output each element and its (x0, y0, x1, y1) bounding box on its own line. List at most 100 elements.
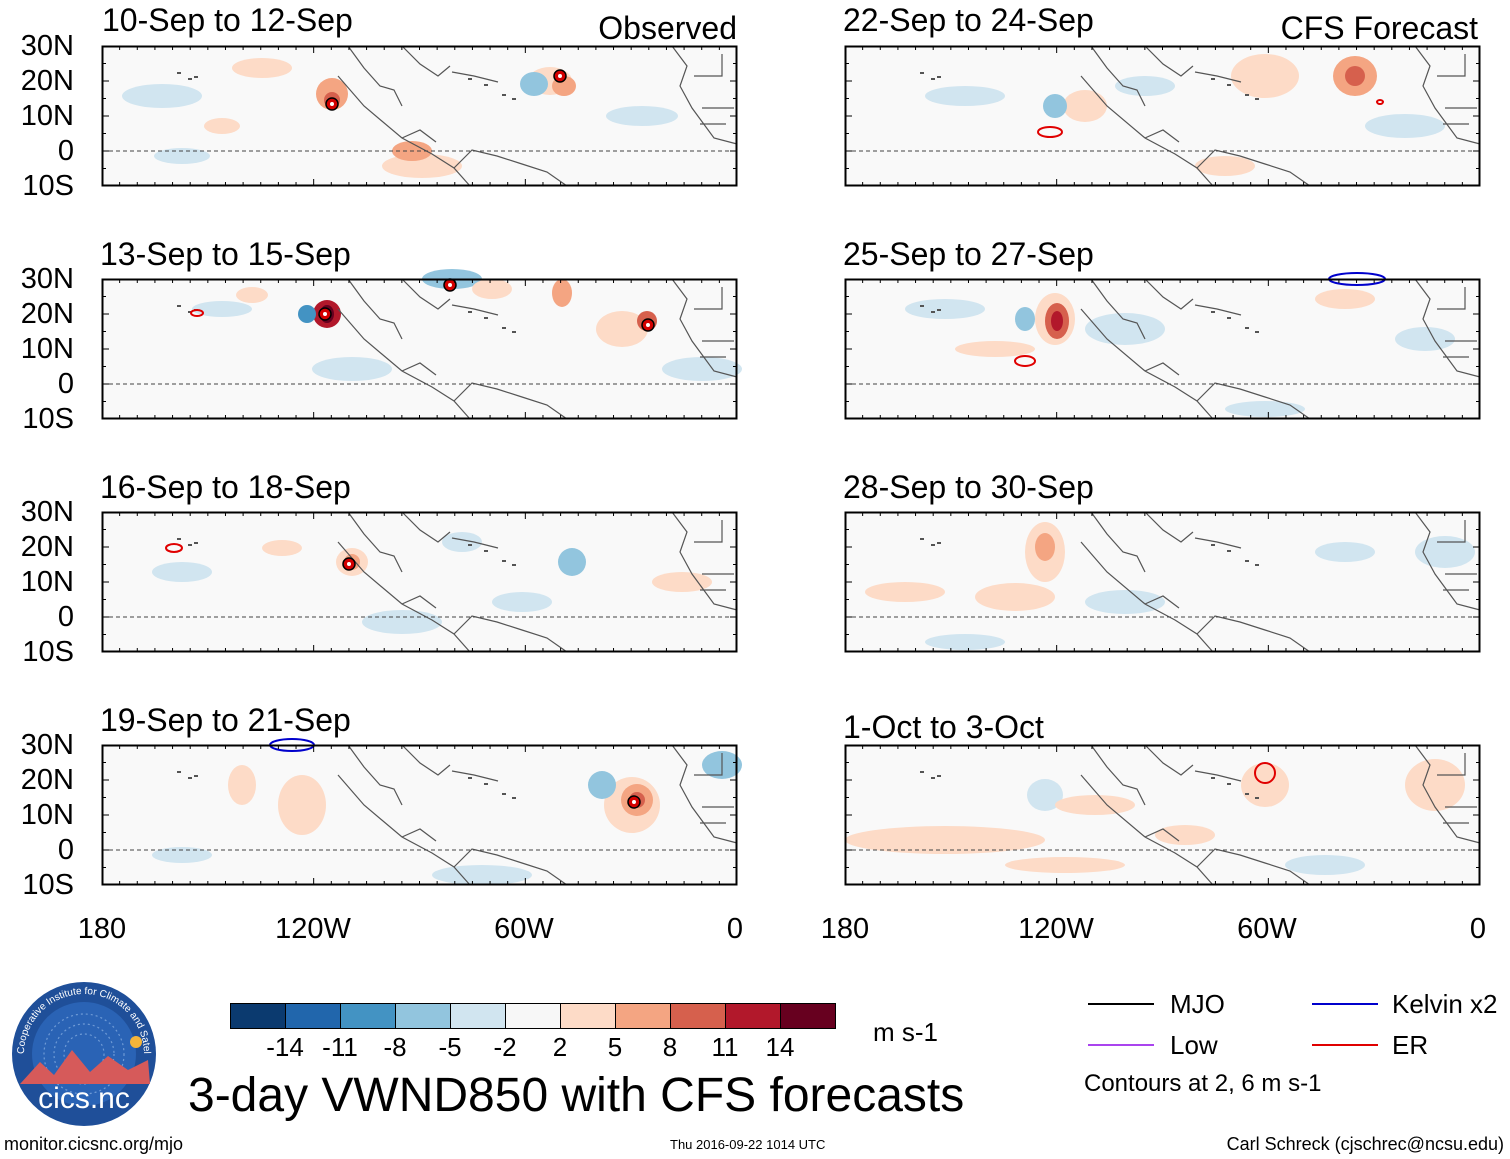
coastline (1194, 770, 1242, 782)
lon-label-120w-right: 120W (1018, 913, 1094, 945)
anomaly-shading (154, 148, 210, 164)
lon-label-180-right: 180 (820, 913, 870, 945)
coastline (347, 278, 403, 340)
anomaly-shading (152, 562, 212, 582)
island (1245, 560, 1249, 562)
anomaly-shading (1395, 327, 1455, 351)
observed-label: Observed (598, 10, 737, 46)
island (931, 78, 935, 80)
anomaly-shading (312, 357, 392, 381)
map-frame (101, 45, 738, 187)
island (512, 98, 516, 100)
anomaly-shading (865, 582, 945, 602)
anomaly-shading (1315, 289, 1375, 309)
colorbar-tick-label: -8 (383, 1032, 407, 1062)
island (937, 309, 941, 311)
colorbar-swatch (561, 1004, 616, 1028)
panel-title-8: 1-Oct to 3-Oct (843, 709, 1044, 745)
lat-label: 20N (20, 65, 74, 97)
anomaly-shading (278, 775, 326, 835)
coastline (401, 278, 451, 310)
map-frame (844, 511, 1481, 653)
legend-er-label: ER (1392, 1030, 1429, 1060)
anomaly-shading (1415, 536, 1475, 568)
coastline (337, 774, 471, 886)
island (1227, 317, 1231, 319)
anomaly-shading (1005, 857, 1125, 873)
legend-mjo-line (1088, 1003, 1154, 1005)
legend-mjo-label: MJO (1170, 989, 1225, 1019)
panel-title-4: 19-Sep to 21-Sep (100, 702, 351, 738)
map-background (102, 279, 737, 419)
er-contour (1376, 99, 1384, 105)
island (502, 94, 506, 96)
lon-label-0-right: 0 (1469, 913, 1487, 945)
anomaly-shading (1043, 94, 1067, 118)
coastline (1437, 753, 1477, 808)
coastline (401, 362, 437, 376)
coastline (1196, 615, 1311, 653)
anomaly-shading (298, 305, 316, 323)
cfs-forecast-label: CFS Forecast (1280, 10, 1478, 46)
coastline (401, 45, 451, 77)
anomaly-shading (662, 357, 742, 381)
map-panel-2 (101, 269, 742, 420)
anomaly-shading (1345, 66, 1365, 86)
lat-label: 30N (20, 263, 74, 295)
coastline (1144, 828, 1180, 842)
coastline (1437, 520, 1477, 575)
island (468, 544, 472, 546)
lat-label: 10S (22, 170, 74, 202)
coastline (1080, 308, 1214, 420)
colorbar-swatch (286, 1004, 341, 1028)
map-panel-5 (844, 45, 1481, 187)
coastline (451, 304, 499, 316)
island (1211, 544, 1215, 546)
anomaly-shading (1241, 763, 1289, 807)
coastline (1144, 278, 1194, 310)
anomaly-shading (1231, 54, 1299, 98)
panel-title-7: 28-Sep to 30-Sep (843, 469, 1094, 505)
island (1227, 84, 1231, 86)
island (1255, 564, 1259, 566)
island (484, 84, 488, 86)
colorbar-tick-label: 14 (765, 1032, 795, 1062)
coastline (671, 744, 738, 844)
anomaly-shading (1085, 590, 1165, 614)
anomaly-shading (432, 865, 532, 885)
colorbar-swatch (781, 1004, 835, 1028)
logo-text: cics.nc (38, 1082, 130, 1115)
anomaly-shading (1027, 779, 1063, 811)
lat-label: 10S (22, 403, 74, 435)
island (931, 311, 935, 313)
lat-label: 0 (57, 834, 74, 866)
coastline (694, 287, 734, 342)
tropical-cyclone-icon (342, 557, 356, 571)
anomaly-shading (975, 583, 1055, 611)
anomaly-shading (1063, 90, 1107, 122)
anomaly-shading (1225, 401, 1305, 417)
anomaly-shading (1085, 313, 1165, 345)
anomaly-shading (606, 106, 678, 126)
colorbar-swatch (616, 1004, 671, 1028)
er-contour (165, 543, 183, 553)
colorbar-swatch (396, 1004, 451, 1028)
island (937, 775, 941, 777)
anomaly-shading (492, 592, 552, 612)
er-contour (1037, 126, 1063, 138)
map-frame (844, 45, 1481, 187)
cics-logo: Cooperative Institute for Climate and Sa… (10, 980, 156, 1126)
panel-title-6: 25-Sep to 27-Sep (843, 236, 1094, 272)
colorbar-tick-label: 8 (662, 1032, 678, 1062)
coastline (1196, 382, 1311, 420)
anomaly-shading (1015, 307, 1035, 331)
island (177, 771, 181, 773)
coastline (671, 45, 738, 145)
anomaly-shading (552, 279, 572, 307)
map-frame (101, 511, 738, 653)
er-contour (1014, 355, 1036, 367)
coastline (694, 520, 734, 575)
coastline (337, 75, 471, 187)
anomaly-shading (236, 287, 268, 303)
anomaly-shading (955, 341, 1035, 357)
